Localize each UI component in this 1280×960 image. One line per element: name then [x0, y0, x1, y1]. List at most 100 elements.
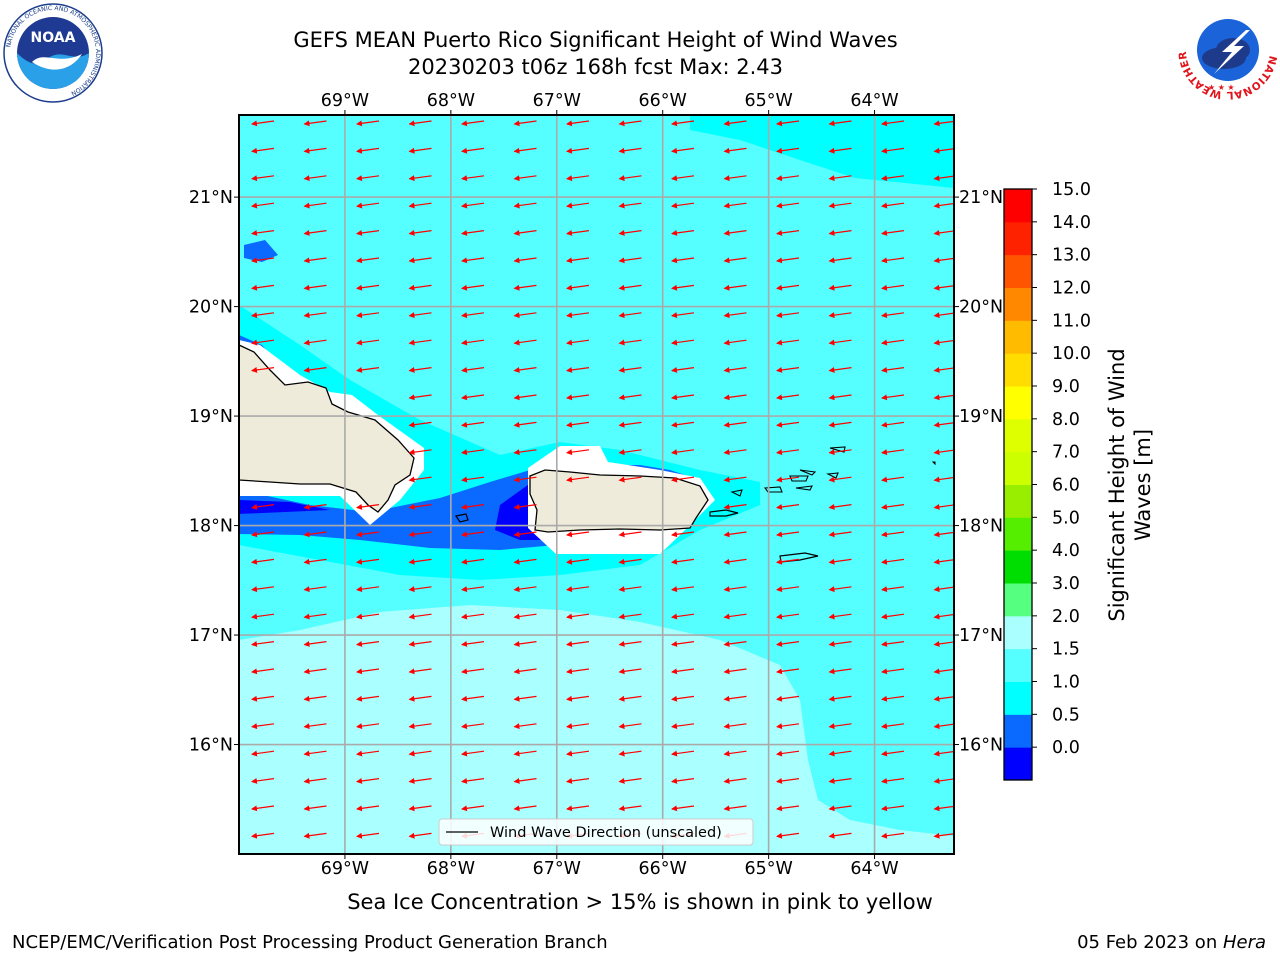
wave-direction-arrow: [513, 805, 537, 812]
wave-direction-arrow: [723, 695, 747, 702]
wave-direction-arrow: [408, 558, 432, 565]
colorbar-band: [1004, 648, 1032, 682]
wave-direction-arrow: [881, 832, 905, 839]
wave-direction-arrow: [566, 339, 590, 346]
wave-direction-arrow: [671, 366, 695, 373]
wave-direction-arrow: [776, 695, 800, 702]
wave-direction-arrow: [566, 175, 590, 182]
wave-direction-arrow: [618, 175, 642, 182]
colorbar-band: [1004, 287, 1032, 321]
wave-direction-arrow: [618, 421, 642, 428]
wave-direction-arrow: [461, 229, 485, 236]
wave-direction-arrow: [356, 284, 380, 291]
wave-direction-arrow: [251, 613, 275, 620]
wave-direction-arrow: [723, 284, 747, 291]
vieques-island: [709, 509, 739, 517]
wave-direction-arrow: [303, 558, 327, 565]
wave-direction-arrow: [513, 449, 537, 456]
wave-direction-arrow: [461, 312, 485, 319]
wave-direction-arrow: [356, 312, 380, 319]
wave-direction-arrow: [461, 257, 485, 264]
wave-direction-arrow: [723, 421, 747, 428]
wave-direction-arrow: [356, 723, 380, 730]
wave-direction-arrow: [408, 120, 432, 127]
wave-direction-arrow: [828, 229, 852, 236]
legend-label: Wind Wave Direction (unscaled): [490, 825, 722, 841]
wave-direction-arrow: [566, 695, 590, 702]
wave-direction-arrow: [723, 147, 747, 154]
wave-direction-arrow: [303, 723, 327, 730]
wave-height-field: [239, 115, 954, 854]
wave-direction-arrow: [776, 476, 800, 483]
wave-direction-arrow: [776, 147, 800, 154]
wave-direction-arrow: [776, 202, 800, 209]
wave-direction-arrow: [461, 668, 485, 675]
wave-direction-arrow: [723, 394, 747, 401]
wave-direction-arrow: [408, 175, 432, 182]
wave-direction-arrow: [251, 832, 275, 839]
wave-direction-arrow: [303, 503, 327, 510]
wave-direction-arrow: [933, 531, 954, 538]
wave-direction-arrow: [566, 723, 590, 730]
wave-direction-arrow: [303, 202, 327, 209]
wave-direction-arrow: [566, 229, 590, 236]
colorbar-band: [1004, 747, 1032, 781]
wave-direction-arrow: [881, 421, 905, 428]
wave-direction-arrow: [513, 147, 537, 154]
wave-direction-arrow: [618, 586, 642, 593]
wave-direction-arrow: [618, 640, 642, 647]
wave-direction-arrow: [618, 366, 642, 373]
wave-direction-arrow: [933, 394, 954, 401]
wave-direction-arrow: [513, 476, 537, 483]
footer-branch: NCEP/EMC/Verification Post Processing Pr…: [12, 932, 608, 953]
wave-direction-arrow: [251, 750, 275, 757]
wave-direction-arrow: [251, 366, 275, 373]
wave-direction-arrow: [828, 723, 852, 730]
wave-direction-arrow: [828, 339, 852, 346]
wave-direction-arrow: [303, 640, 327, 647]
wave-direction-arrow: [251, 805, 275, 812]
wave-direction-arrow: [881, 613, 905, 620]
wave-direction-arrow: [776, 284, 800, 291]
colorbar-band: [1004, 451, 1032, 485]
lat-label-right: 16°N: [959, 736, 1003, 756]
wave-direction-arrow: [356, 503, 380, 510]
colorbar-tick-label: 2.0: [1052, 607, 1080, 627]
wave-direction-arrow: [513, 586, 537, 593]
wave-direction-arrow: [618, 120, 642, 127]
wave-direction-arrow: [933, 586, 954, 593]
wave-direction-arrow: [513, 503, 537, 510]
wave-direction-arrow: [776, 777, 800, 784]
wave-direction-arrow: [461, 339, 485, 346]
wave-direction-arrow: [723, 668, 747, 675]
wave-direction-arrow: [513, 695, 537, 702]
wave-direction-arrow: [408, 668, 432, 675]
wave-direction-arrow: [513, 339, 537, 346]
wave-direction-arrow: [828, 558, 852, 565]
wave-direction-arrow: [828, 750, 852, 757]
wave-direction-arrow: [251, 668, 275, 675]
wave-direction-arrow: [566, 777, 590, 784]
wave-direction-arrow: [671, 175, 695, 182]
wave-direction-arrow: [566, 421, 590, 428]
wave-direction-arrow: [828, 394, 852, 401]
wave-direction-arrow: [618, 777, 642, 784]
wave-direction-arrow: [933, 175, 954, 182]
wave-direction-arrow: [251, 312, 275, 319]
wave-direction-arrow: [303, 668, 327, 675]
wave-direction-arrow: [671, 449, 695, 456]
wave-direction-arrow: [303, 777, 327, 784]
wave-direction-arrow: [723, 503, 747, 510]
wave-direction-arrow: [933, 695, 954, 702]
lat-label-left: 17°N: [189, 626, 233, 646]
colorbar-tick-label: 6.0: [1052, 476, 1080, 496]
wave-direction-arrow: [671, 586, 695, 593]
lon-label-bottom: 65°W: [744, 859, 792, 879]
virgin-islands: [763, 469, 817, 493]
wave-direction-arrow: [408, 777, 432, 784]
wave-direction-arrow: [881, 668, 905, 675]
wave-direction-arrow: [723, 339, 747, 346]
wave-direction-arrow: [671, 613, 695, 620]
wave-direction-arrow: [566, 668, 590, 675]
